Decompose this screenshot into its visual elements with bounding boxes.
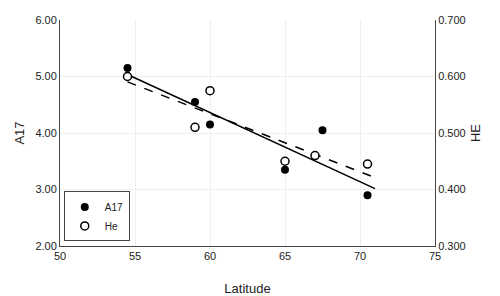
svg-text:55: 55 (129, 250, 141, 262)
svg-text:0.600: 0.600 (438, 70, 466, 82)
svg-text:60: 60 (204, 250, 216, 262)
svg-text:Latitude: Latitude (224, 281, 270, 296)
svg-text:50: 50 (54, 250, 66, 262)
svg-text:0.700: 0.700 (438, 14, 466, 26)
svg-text:70: 70 (354, 250, 366, 262)
svg-text:2.00: 2.00 (35, 240, 56, 252)
svg-text:5.00: 5.00 (35, 70, 56, 82)
svg-text:HE: HE (468, 124, 483, 142)
svg-text:A17: A17 (12, 121, 27, 144)
svg-text:65: 65 (279, 250, 291, 262)
svg-text:3.00: 3.00 (35, 183, 56, 195)
svg-text:A17: A17 (105, 202, 123, 213)
svg-text:0.500: 0.500 (438, 127, 466, 139)
svg-text:6.00: 6.00 (35, 14, 56, 26)
svg-text:75: 75 (429, 250, 441, 262)
svg-text:0.300: 0.300 (438, 240, 466, 252)
svg-text:0.400: 0.400 (438, 183, 466, 195)
svg-text:4.00: 4.00 (35, 127, 56, 139)
svg-text:He: He (105, 221, 118, 232)
